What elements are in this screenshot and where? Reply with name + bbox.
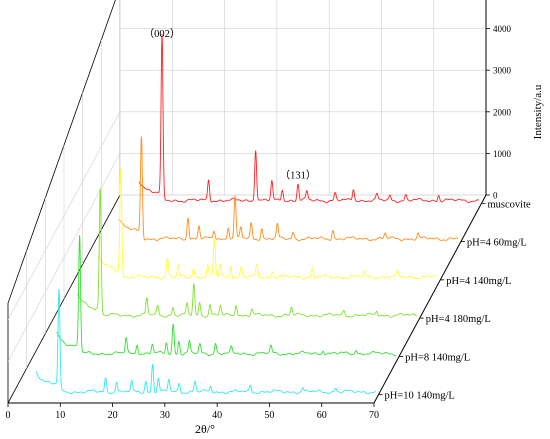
series-label: muscovite bbox=[488, 199, 531, 210]
series-line bbox=[118, 136, 459, 242]
chart-walls bbox=[7, 0, 487, 404]
x-tick-label: 50 bbox=[264, 410, 274, 421]
series-label: pH=4 180mg/L bbox=[426, 314, 491, 325]
series-label: pH=4 60mg/L bbox=[467, 238, 527, 249]
z-tick-label: 0 bbox=[493, 191, 498, 201]
series-line bbox=[35, 288, 377, 395]
x-tick-label: 70 bbox=[369, 410, 379, 421]
axis-labels: 2θ/° Intensity/a.u bbox=[195, 84, 544, 436]
x-tick-label: 30 bbox=[160, 410, 170, 421]
x-tick-label: 20 bbox=[108, 410, 118, 421]
series-label: pH=4 140mg/L bbox=[446, 276, 511, 287]
z-tick-label: 3000 bbox=[493, 66, 512, 76]
z-tick-label: 4000 bbox=[493, 24, 512, 34]
series-label: pH=10 140mg/L bbox=[384, 391, 454, 402]
x-tick-label: 0 bbox=[6, 410, 11, 421]
depth-axis-line bbox=[373, 194, 487, 404]
series-line bbox=[97, 167, 438, 280]
x-tick-label: 10 bbox=[55, 410, 65, 421]
x-tick-label: 40 bbox=[212, 410, 222, 421]
z-tick-label: 2000 bbox=[493, 107, 512, 117]
axes: 010203040506070010002000300040005000 bbox=[6, 0, 512, 421]
x-axis-label: 2θ/° bbox=[195, 422, 215, 436]
peak-annotation: （002） bbox=[144, 28, 181, 40]
series-label: pH=8 140mg/L bbox=[405, 352, 470, 363]
series-line bbox=[138, 33, 479, 204]
z-axis-label: Intensity/a.u bbox=[532, 84, 544, 139]
z-tick-label: 1000 bbox=[493, 149, 512, 159]
series-line bbox=[76, 188, 418, 318]
series-layer bbox=[35, 33, 479, 395]
series-line bbox=[56, 235, 397, 357]
peak-annotation: （131） bbox=[280, 170, 317, 182]
x-tick-label: 60 bbox=[317, 410, 327, 421]
annotations: muscovite pH=4 60mg/L pH=4 140mg/L pH=4 180… bbox=[144, 28, 531, 401]
